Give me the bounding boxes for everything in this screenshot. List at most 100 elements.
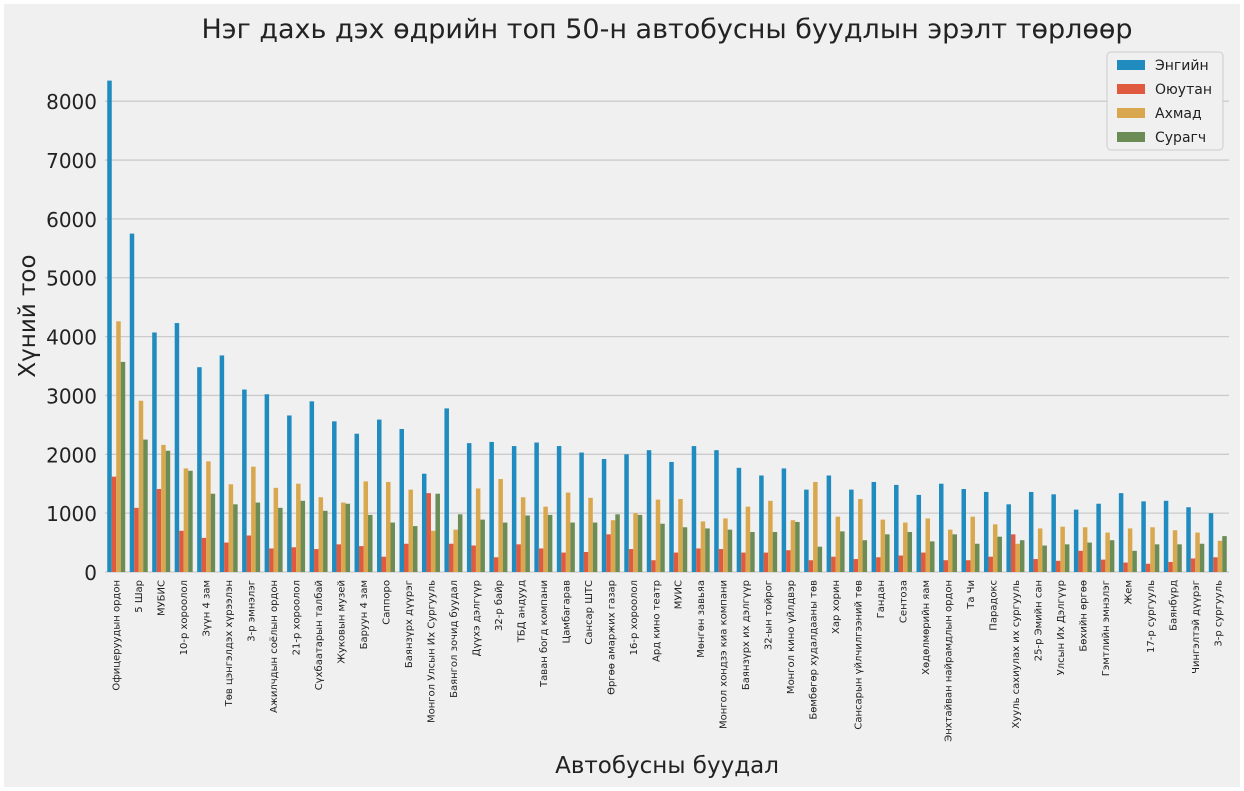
- bar: [1127, 528, 1133, 572]
- bar: [336, 544, 342, 572]
- bar: [768, 500, 773, 572]
- x-tick-label: Бөмбөгөр худалдааны төв: [809, 580, 820, 720]
- bar: [511, 446, 517, 572]
- bar: [565, 492, 571, 572]
- x-tick-label: Жуковын музей: [337, 580, 348, 664]
- bar: [278, 507, 283, 572]
- bar: [1064, 544, 1070, 572]
- bar: [287, 415, 292, 572]
- bar: [111, 476, 117, 572]
- bar: [547, 514, 553, 572]
- bar: [138, 400, 144, 572]
- bar: [201, 537, 207, 572]
- bar: [408, 489, 413, 572]
- bar: [1186, 507, 1191, 572]
- x-tick-label: Цамбагарав: [561, 580, 572, 644]
- bar: [1015, 543, 1020, 572]
- bar: [795, 521, 800, 572]
- x-tick-label: Гэмтлийн эмнэлэг: [1101, 580, 1112, 676]
- bar: [525, 515, 530, 572]
- bar: [1078, 550, 1083, 572]
- bar: [1096, 503, 1101, 572]
- bars-layer: [107, 80, 1227, 573]
- bar: [651, 560, 656, 572]
- x-tick-label: Монгол Улсын Их Сургууль: [426, 580, 437, 723]
- bar: [520, 497, 526, 572]
- bar: [399, 428, 404, 572]
- bar: [233, 504, 238, 572]
- x-tick-label: Парадокс: [988, 580, 999, 631]
- bar: [894, 484, 899, 572]
- y-axis-ticks: 0 1000 2000 3000 4000 5000 6000 7000 8000: [46, 90, 97, 585]
- bar: [700, 521, 706, 572]
- bar: [974, 543, 980, 572]
- bar: [965, 560, 971, 572]
- bar: [466, 443, 472, 572]
- x-tick-label: Жем: [1123, 580, 1134, 604]
- bar: [390, 522, 395, 572]
- y-tick-label: 0: [84, 561, 97, 585]
- bar: [1033, 559, 1038, 572]
- bar: [570, 522, 575, 572]
- bar: [323, 510, 328, 572]
- x-tick-label: Зүүн 4 зам: [202, 580, 213, 637]
- bar: [1199, 543, 1205, 572]
- x-tick-label: Дүүхэ дэлгүүр: [471, 580, 482, 656]
- bar: [502, 522, 508, 572]
- bar: [242, 389, 247, 572]
- bar: [696, 548, 701, 572]
- bar: [291, 547, 297, 572]
- bar: [1010, 534, 1016, 572]
- bar: [314, 549, 319, 572]
- legend-label: Оюутан: [1155, 82, 1212, 98]
- bar: [1163, 500, 1169, 572]
- bar: [885, 534, 890, 572]
- bar: [448, 543, 454, 572]
- x-tick-label: 32-ын тойрог: [764, 580, 775, 650]
- bar: [983, 491, 989, 572]
- bar: [840, 531, 845, 572]
- bar: [678, 499, 683, 572]
- bar: [921, 552, 926, 572]
- bar: [817, 546, 823, 572]
- y-tick-label: 2000: [46, 443, 97, 467]
- bar: [723, 518, 728, 572]
- bar: [988, 556, 993, 572]
- x-tick-label: Офицеруудын ордон: [112, 580, 123, 691]
- y-tick-label: 1000: [46, 502, 97, 526]
- bar: [1028, 491, 1034, 572]
- bar: [750, 531, 755, 572]
- x-tick-label: Хууль сахиулах их сургууль: [1011, 580, 1022, 729]
- bar: [1042, 545, 1047, 572]
- bar: [624, 454, 629, 572]
- bar: [1172, 530, 1178, 572]
- bar: [763, 552, 769, 572]
- bar: [628, 549, 634, 572]
- x-tick-label: Өргөө амаржих газар: [606, 580, 617, 695]
- bar: [206, 461, 211, 572]
- bar: [1154, 544, 1160, 572]
- bar: [296, 483, 301, 572]
- x-tick-label: Хар хорин: [831, 580, 842, 634]
- bar: [498, 479, 503, 572]
- bar: [745, 506, 751, 572]
- bar: [1073, 509, 1079, 572]
- bar: [592, 522, 598, 572]
- bar: [1006, 504, 1011, 572]
- bar: [691, 446, 697, 572]
- bar: [1055, 560, 1061, 572]
- bar: [179, 530, 184, 572]
- bar: [898, 555, 904, 572]
- y-tick-label: 4000: [46, 326, 97, 350]
- bar: [907, 531, 913, 572]
- bar: [579, 452, 584, 572]
- bar: [332, 421, 337, 572]
- x-axis-label: Автобусны буудал: [555, 753, 779, 779]
- x-tick-label: 3-р сургууль: [1213, 580, 1224, 647]
- bar: [876, 557, 881, 572]
- bar: [705, 528, 710, 572]
- bar: [862, 540, 868, 572]
- bar: [952, 534, 957, 572]
- bar: [255, 502, 261, 572]
- bar: [1105, 532, 1110, 572]
